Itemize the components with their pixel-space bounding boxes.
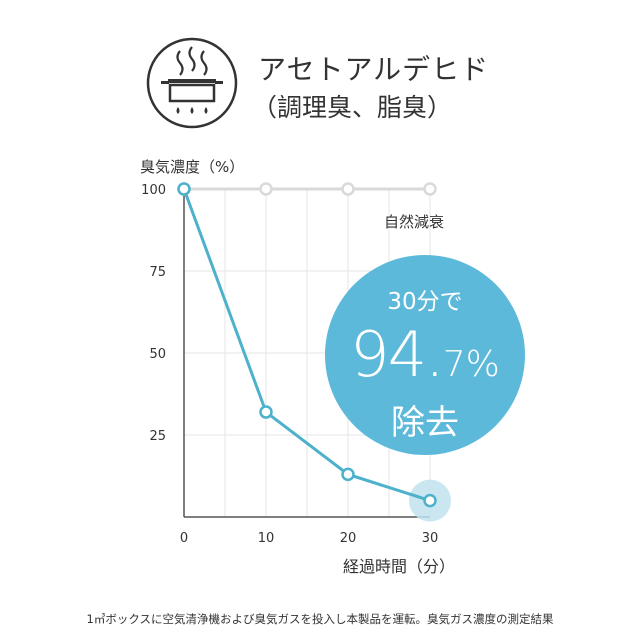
y-tick-label: 50: [149, 347, 166, 362]
y-axis-label: 臭気濃度（%）: [140, 158, 245, 176]
x-axis-label: 経過時間（分）: [343, 557, 456, 576]
x-tick-label: 10: [258, 531, 275, 546]
y-tick-label: 25: [149, 429, 166, 444]
callout-pre-text: 30分で: [387, 289, 463, 315]
series-line-purifier: [182, 188, 431, 503]
callout-value-main: 94.: [350, 318, 445, 391]
y-tick-label: 100: [141, 183, 166, 198]
callout-value: 94.7%: [325, 318, 525, 391]
data-point-natural-decay: [259, 182, 273, 196]
callout-post-text: 除去: [391, 403, 459, 443]
chart-axes: [183, 189, 430, 518]
result-callout-circle: [325, 255, 525, 455]
series-label-natural-decay: 自然減衰: [384, 213, 445, 231]
chart-ticks: 25 50 75 100 0 10 20 30: [141, 183, 438, 546]
data-point-purifier: [259, 405, 273, 419]
cooking-pot-steam-icon: [146, 37, 238, 129]
chart-series: [177, 182, 451, 522]
data-point-natural-decay: [423, 182, 437, 196]
data-point-purifier: [423, 493, 437, 508]
x-tick-label: 20: [340, 531, 357, 546]
chart-subtitle: （調理臭、脂臭）: [252, 93, 453, 122]
footnote: 1㎥ボックスに空気清浄機および臭気ガスを投入し本製品を運転。臭気ガス濃度の測定結…: [86, 612, 554, 626]
chart-title: アセトアルデヒド: [258, 53, 490, 86]
data-point-purifier: [177, 182, 191, 196]
x-tick-label: 0: [180, 531, 188, 546]
callout-value-sub: 7%: [442, 344, 500, 385]
data-point-purifier: [341, 467, 355, 482]
data-point-natural-decay: [341, 182, 355, 196]
x-tick-label: 30: [422, 531, 439, 546]
y-tick-label: 75: [149, 265, 166, 280]
